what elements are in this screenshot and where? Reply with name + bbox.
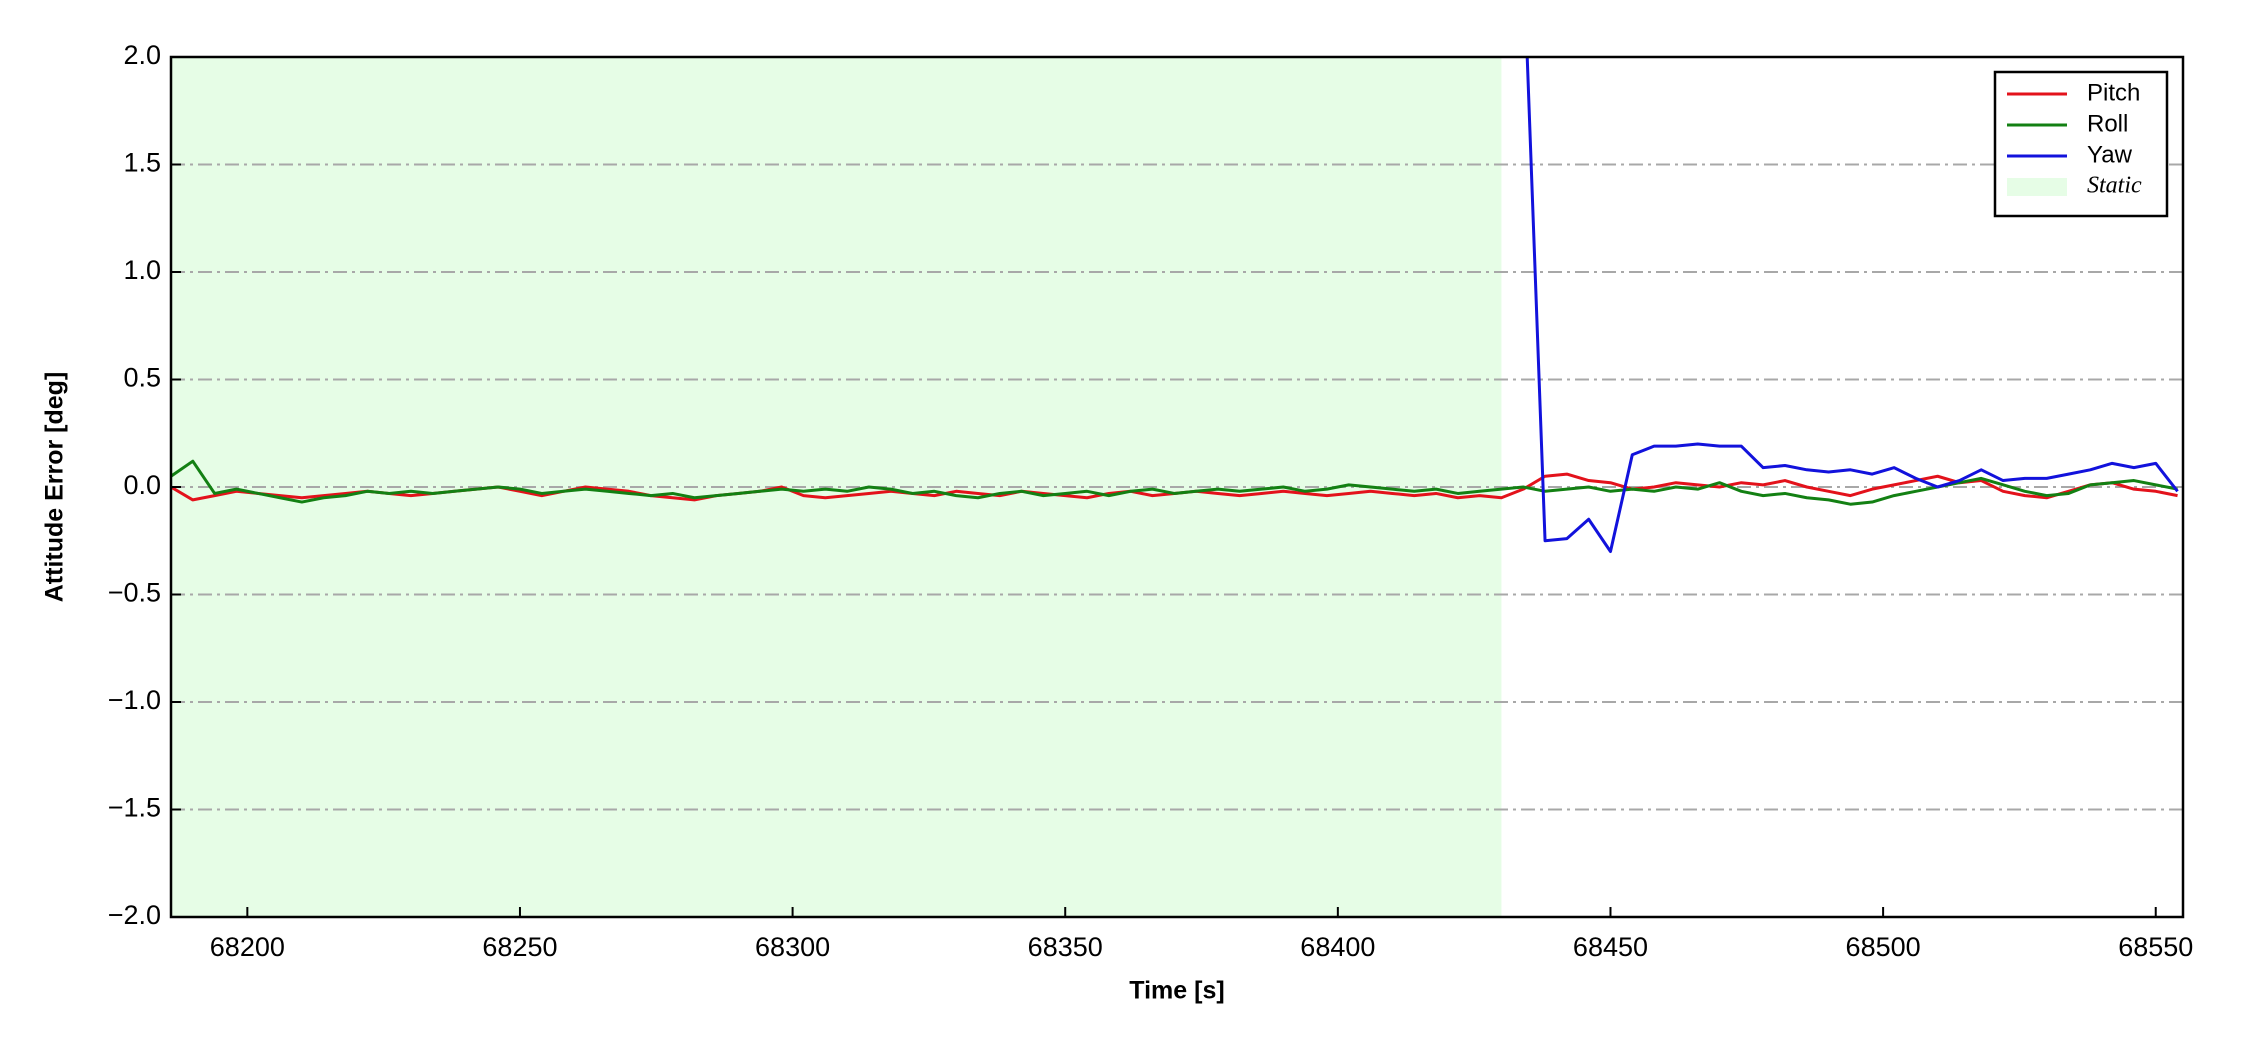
y-tick-label: 0.5 [123,363,161,393]
series-line [1525,57,2179,553]
y-tick-label: 1.0 [123,255,161,285]
x-tick-label: 68250 [482,932,557,962]
legend-label: Static [2087,173,2142,199]
axes: −2.0 −1.5 −1.0 −0.5 0.0 0.5 1.0 1.5 2.0 68200 6825… [108,40,2194,962]
y-tick-label: −1.0 [108,685,161,715]
x-tick-label: 68500 [1846,932,1921,962]
legend-label: Pitch [2087,79,2140,106]
legend: Pitch Roll Yaw Static [1993,70,2169,218]
y-tick-label: 1.5 [123,148,161,178]
series-line [171,459,2178,506]
legend-label: Yaw [2087,141,2133,168]
y-tick-label: −1.5 [108,793,161,823]
legend-swatch [2007,178,2067,196]
y-tick-label: 2.0 [123,40,161,70]
legend-label: Roll [2087,110,2128,137]
x-tick-label: 68300 [755,932,830,962]
x-tick-label: 68350 [1028,932,1103,962]
x-tick-label: 68400 [1300,932,1375,962]
x-tick-label: 68200 [210,932,285,962]
x-tick-label: 68550 [2118,932,2193,962]
x-tick-label: 68450 [1573,932,1648,962]
lines [171,57,2179,553]
y-tick-label: −2.0 [108,900,161,930]
x-axis-label: Time [s] [1129,977,1224,1005]
y-axis-label: Attitude Error [deg] [41,372,69,603]
y-tick-label: 0.0 [123,470,161,500]
y-tick-label: −0.5 [108,578,161,608]
